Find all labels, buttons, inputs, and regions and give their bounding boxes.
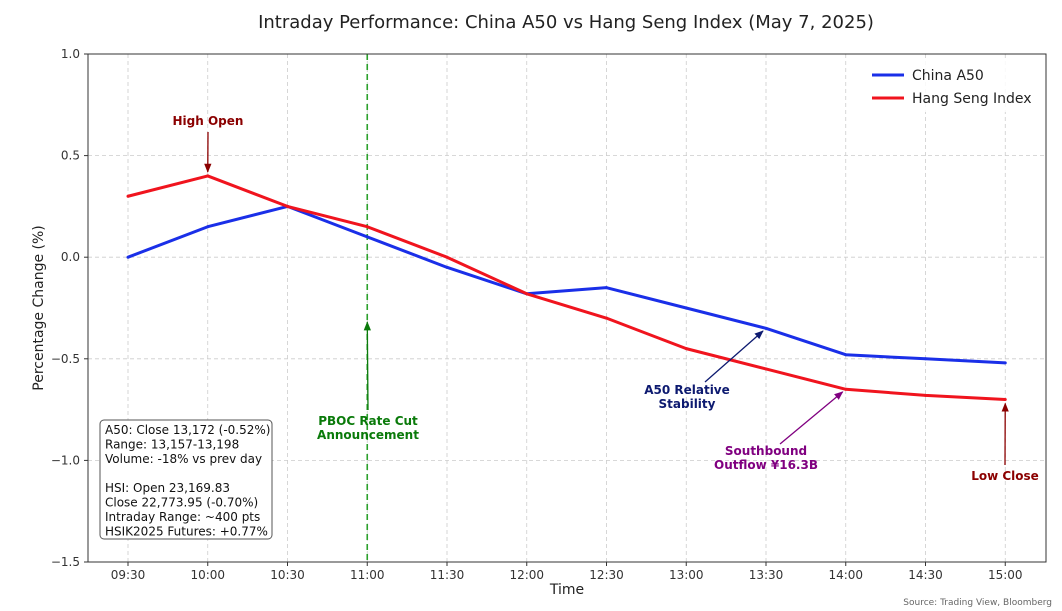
a50-stability-annotation: A50 Relative Stability: [644, 383, 730, 411]
y-tick-label: −0.5: [51, 352, 80, 366]
series-layer: [126, 174, 1007, 401]
data-point: [126, 194, 130, 198]
legend-label-hang-seng: Hang Seng Index: [912, 91, 1032, 107]
data-point: [605, 316, 608, 320]
data-point: [1003, 397, 1007, 401]
plot-frame: [87, 53, 1047, 563]
chart-title: Intraday Performance: China A50 vs Hang …: [258, 12, 874, 33]
series-line-china-a50: [127, 204, 1006, 365]
axis-layer: 1.0 0.5 0.0 −0.5 −1.0 −1.5 09:30 10:00 10:30 11:0…: [51, 47, 1023, 582]
data-point: [286, 204, 289, 208]
info-box-line: A50: Close 13,172 (-0.52%): [105, 423, 270, 437]
x-tick-label: 10:00: [190, 568, 225, 582]
info-box-line: Volume: -18% vs prev day: [105, 452, 262, 466]
data-point: [684, 347, 688, 351]
data-point: [445, 265, 449, 269]
data-point: [1003, 361, 1007, 365]
x-axis-label: Time: [549, 582, 584, 598]
series-line-hang-seng: [127, 174, 1006, 401]
x-tick-label: 14:00: [828, 568, 863, 582]
x-tick-label: 15:00: [988, 568, 1023, 582]
x-tick-label: 11:30: [430, 568, 465, 582]
low-close-annotation: Low Close: [971, 469, 1039, 483]
annotation-line: Announcement: [317, 428, 419, 442]
data-point: [924, 393, 927, 397]
southbound-arrow: [779, 391, 844, 445]
x-tick-label: 09:30: [111, 568, 146, 582]
info-box: A50: Close 13,172 (-0.52%)Range: 13,157-…: [99, 419, 273, 540]
info-box-line: Close 22,773.95 (-0.70%): [105, 496, 258, 510]
annotation-line: PBOC Rate Cut: [318, 414, 418, 428]
legend-label-china-a50: China A50: [912, 68, 984, 84]
data-point: [764, 326, 768, 330]
annotation-line: Outflow ¥16.3B: [714, 458, 818, 472]
data-point: [126, 255, 130, 259]
y-tick-label: 0.5: [61, 149, 80, 163]
data-point: [844, 387, 848, 391]
x-tick-label: 14:30: [908, 568, 943, 582]
data-point: [365, 235, 369, 239]
data-point: [525, 292, 529, 296]
legend-frame: [862, 60, 1040, 112]
pboc-annotation: PBOC Rate Cut Announcement: [317, 414, 419, 442]
x-tick-label: 11:00: [350, 568, 385, 582]
y-axis-label: Percentage Change (%): [31, 225, 47, 390]
info-box-frame: [99, 419, 273, 540]
high-open-annotation: High Open: [173, 114, 244, 128]
data-point: [844, 353, 848, 357]
data-point: [605, 286, 608, 290]
y-tick-label: 0.0: [61, 250, 80, 264]
annotation-line: A50 Relative: [644, 383, 730, 397]
a50-stability-arrow: [704, 330, 764, 383]
data-point: [206, 174, 210, 178]
info-box-line: HSIK2025 Futures: +0.77%: [105, 525, 268, 539]
data-point: [206, 225, 210, 229]
info-box-line: HSI: Open 23,169.83: [105, 481, 230, 495]
annotation-line: Southbound: [725, 444, 807, 458]
y-tick-label: 1.0: [61, 47, 80, 61]
info-box-line: Intraday Range: ~400 pts: [105, 510, 260, 524]
data-point: [684, 306, 688, 310]
source-note: Source: Trading View, Bloomberg: [903, 598, 1052, 608]
y-tick-label: −1.5: [51, 555, 80, 569]
data-point: [924, 357, 927, 361]
southbound-annotation: Southbound Outflow ¥16.3B: [714, 444, 818, 472]
legend[interactable]: China A50 Hang Seng Index: [862, 60, 1040, 112]
x-tick-label: 13:30: [749, 568, 784, 582]
annotation-layer: High Open PBOC Rate Cut Announcement A50 Re…: [173, 114, 1039, 483]
data-point: [764, 367, 768, 371]
annotation-line: Stability: [659, 397, 716, 411]
x-tick-label: 12:00: [509, 568, 544, 582]
pboc-arrow: [363, 321, 371, 411]
x-tick-label: 10:30: [270, 568, 305, 582]
annotation-line: Low Close: [971, 469, 1039, 483]
x-tick-label: 12:30: [589, 568, 624, 582]
y-tick-label: −1.0: [51, 453, 80, 467]
x-tick-label: 13:00: [669, 568, 704, 582]
annotation-line: High Open: [173, 114, 244, 128]
data-point: [365, 225, 369, 229]
info-box-line: Range: 13,157-13,198: [105, 438, 239, 452]
data-point: [445, 255, 449, 259]
